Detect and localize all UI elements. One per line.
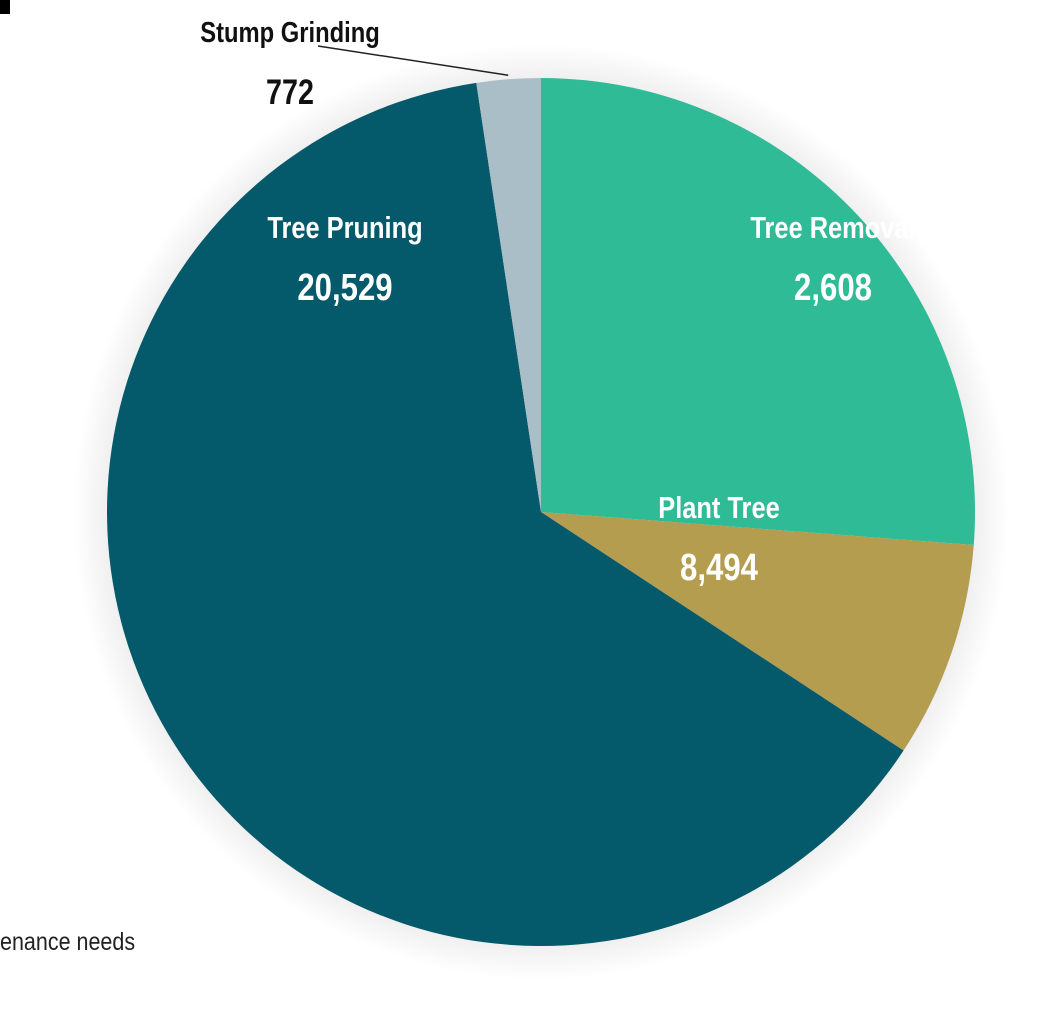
pie-slice-plant-tree — [541, 78, 976, 546]
slice-label-stump-grinding: Stump Grinding — [200, 16, 380, 49]
pie-slice-tree-removal — [541, 512, 974, 751]
slice-value-tree-removal: 2,608 — [794, 267, 872, 309]
slice-label-tree-removal: Tree Removal — [750, 211, 915, 246]
slice-label-plant-tree: Plant Tree — [658, 491, 779, 526]
pie-slice-tree-pruning — [107, 82, 904, 946]
leader-line-stump-grinding — [317, 45, 509, 76]
slice-value-tree-pruning: 20,529 — [297, 267, 392, 309]
slice-label-tree-pruning: Tree Pruning — [267, 211, 422, 246]
pie-slice-stump-grinding — [476, 78, 541, 512]
corner-mark — [0, 0, 10, 14]
pie-slices — [107, 78, 976, 946]
caption: enance needs — [0, 928, 136, 956]
slice-value-stump-grinding: 772 — [266, 72, 314, 111]
pie-labels: Plant Tree 8,494 Tree Removal 2,608 Tree Pru… — [200, 16, 915, 589]
slice-value-plant-tree: 8,494 — [680, 547, 759, 589]
